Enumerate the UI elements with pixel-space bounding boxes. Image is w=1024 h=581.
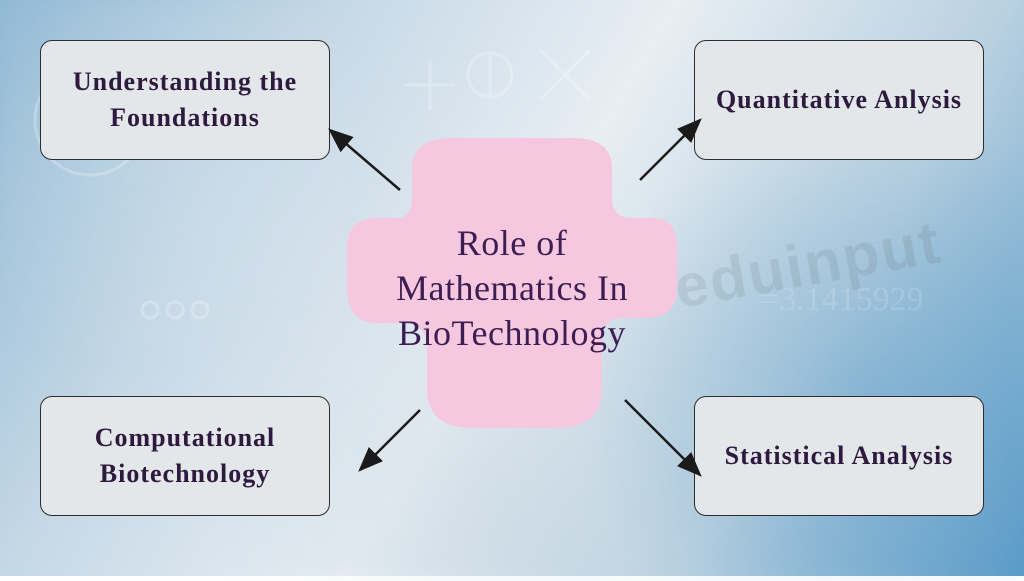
box-bottom-left: Computational Biotechnology [40, 396, 330, 516]
box-top-right-label: Quantitative Anlysis [716, 82, 962, 118]
center-title: Role of Mathematics In BioTechnology [342, 201, 682, 376]
box-bottom-right: Statistical Analysis [694, 396, 984, 516]
center-node: Role of Mathematics In BioTechnology [342, 128, 682, 448]
box-top-right: Quantitative Anlysis [694, 40, 984, 160]
box-bottom-right-label: Statistical Analysis [725, 438, 954, 474]
box-top-left: Understanding the Foundations [40, 40, 330, 160]
box-top-left-label: Understanding the Foundations [61, 64, 309, 137]
box-bottom-left-label: Computational Biotechnology [61, 420, 309, 493]
